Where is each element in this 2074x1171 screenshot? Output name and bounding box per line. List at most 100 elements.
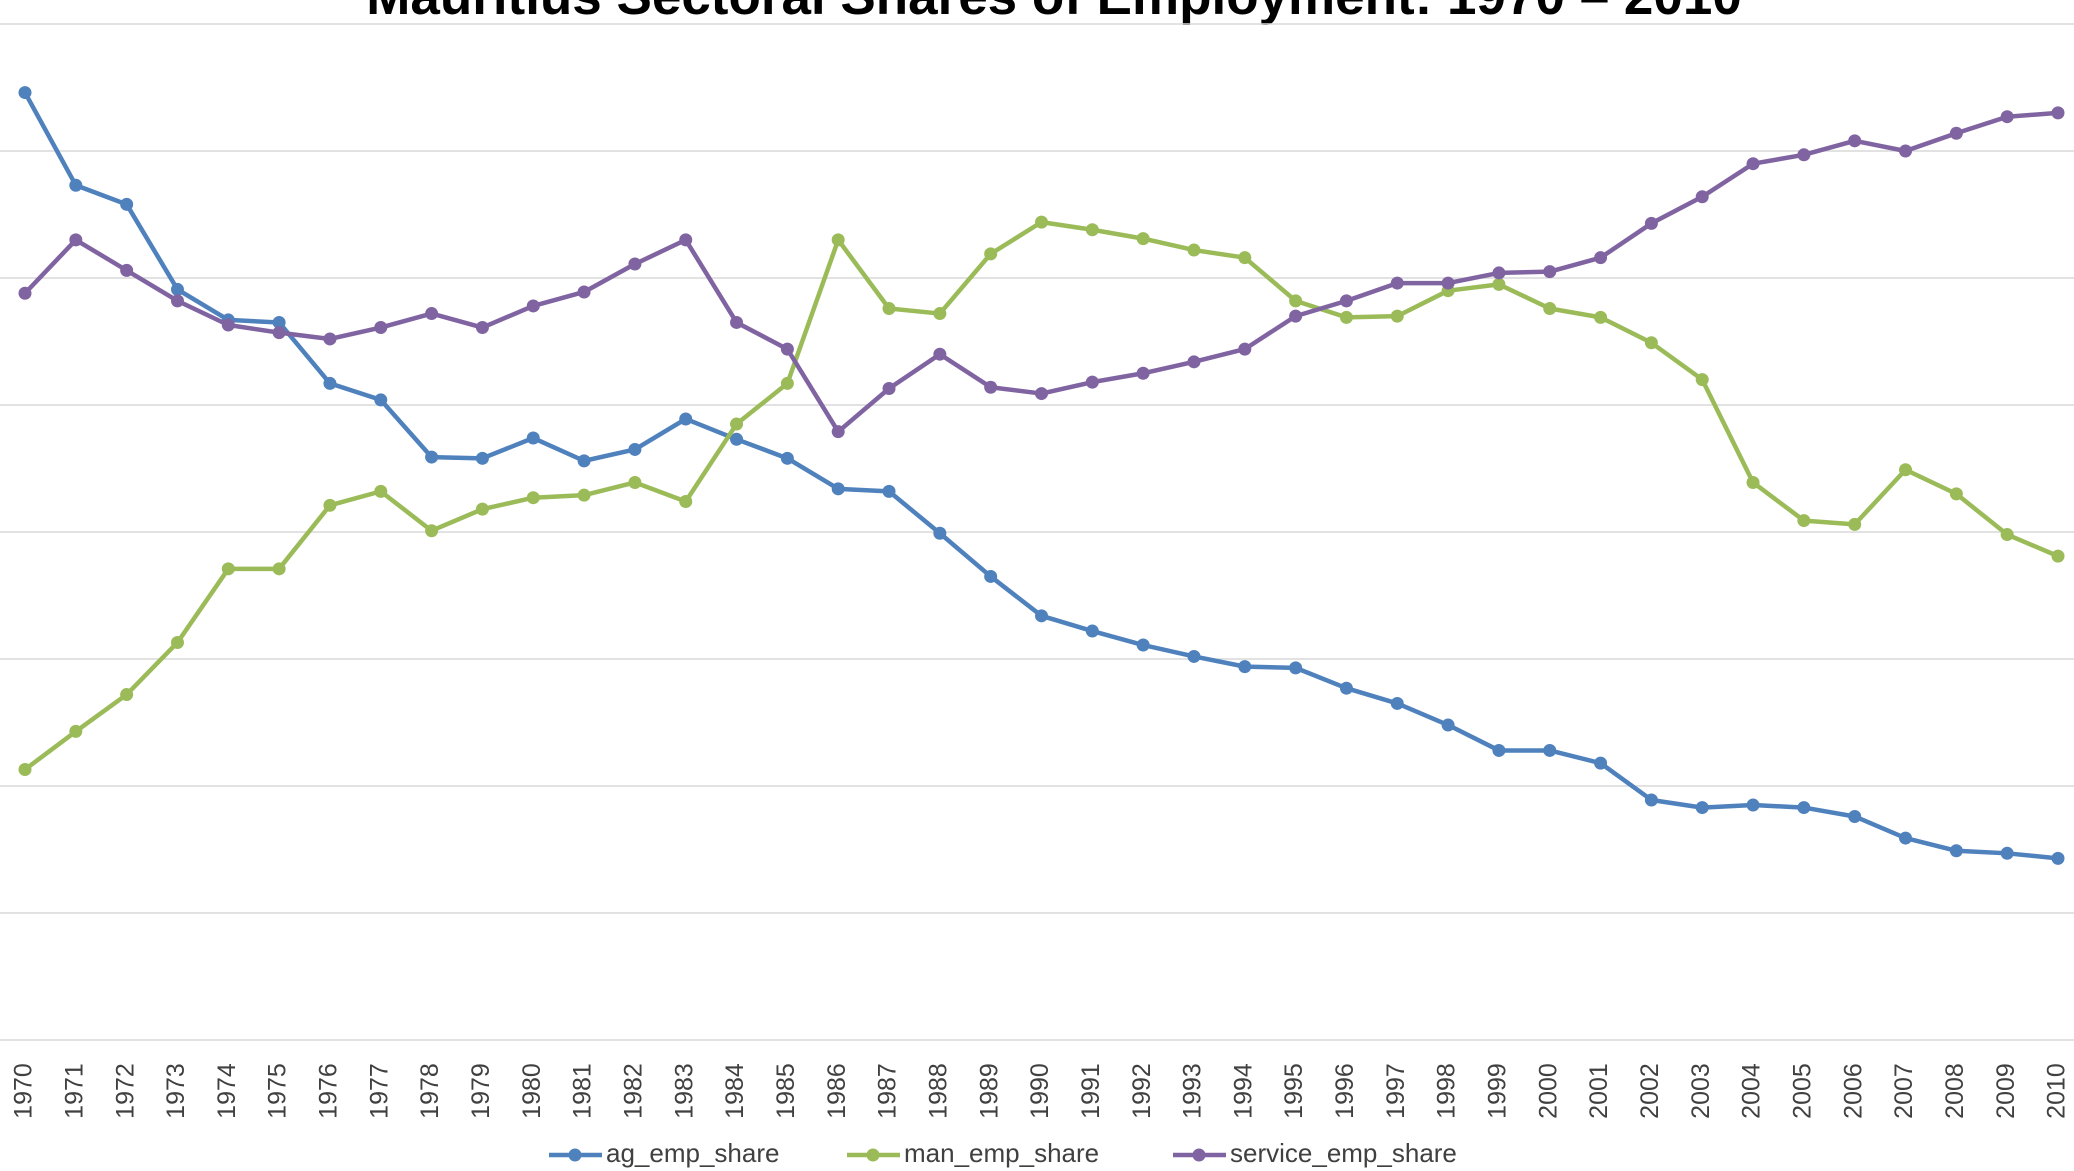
point bbox=[1594, 311, 1607, 324]
point bbox=[781, 343, 794, 356]
point bbox=[832, 425, 845, 438]
legend-marker bbox=[1193, 1149, 1206, 1162]
x-tick-label: 1985 bbox=[772, 1063, 800, 1119]
point bbox=[730, 316, 743, 329]
point bbox=[2052, 852, 2065, 865]
point bbox=[781, 452, 794, 465]
point bbox=[1848, 518, 1861, 531]
x-tick-label: 1983 bbox=[670, 1063, 698, 1119]
point bbox=[476, 321, 489, 334]
point bbox=[1086, 376, 1099, 389]
point bbox=[2001, 110, 2014, 123]
point bbox=[120, 264, 133, 277]
point bbox=[374, 321, 387, 334]
point bbox=[578, 454, 591, 467]
x-tick-label: 1989 bbox=[975, 1063, 1003, 1119]
x-tick-label: 1970 bbox=[10, 1063, 38, 1119]
point bbox=[425, 524, 438, 537]
point bbox=[1797, 801, 1810, 814]
point bbox=[222, 318, 235, 331]
point bbox=[527, 299, 540, 312]
point bbox=[578, 285, 591, 298]
series-line bbox=[25, 93, 2058, 859]
point bbox=[1187, 650, 1200, 663]
point bbox=[1391, 310, 1404, 323]
point bbox=[1645, 793, 1658, 806]
point bbox=[19, 287, 32, 300]
x-tick-label: 2003 bbox=[1687, 1063, 1715, 1119]
x-tick-label: 1992 bbox=[1128, 1063, 1156, 1119]
x-tick-label: 1994 bbox=[1229, 1063, 1257, 1119]
point bbox=[2001, 847, 2014, 860]
point bbox=[527, 432, 540, 445]
legend-marker bbox=[569, 1149, 582, 1162]
point bbox=[1289, 310, 1302, 323]
point bbox=[628, 443, 641, 456]
point bbox=[1238, 660, 1251, 673]
x-tick-label: 1975 bbox=[264, 1063, 292, 1119]
point bbox=[2052, 106, 2065, 119]
point bbox=[2052, 550, 2065, 563]
point bbox=[1594, 757, 1607, 770]
point bbox=[120, 198, 133, 211]
point bbox=[883, 382, 896, 395]
point bbox=[832, 233, 845, 246]
point bbox=[883, 302, 896, 315]
x-tick-label: 1973 bbox=[162, 1063, 190, 1119]
point bbox=[1696, 190, 1709, 203]
point bbox=[1848, 134, 1861, 147]
point bbox=[1391, 277, 1404, 290]
point bbox=[1899, 463, 1912, 476]
point bbox=[1747, 799, 1760, 812]
point bbox=[1391, 697, 1404, 710]
point bbox=[1696, 373, 1709, 386]
chart-title: Mauritius Sectoral Shares of Employment:… bbox=[366, 0, 1742, 26]
legend-label: man_emp_share bbox=[904, 1138, 1099, 1168]
x-tick-label: 1984 bbox=[721, 1063, 749, 1119]
point bbox=[323, 377, 336, 390]
legend-label: service_emp_share bbox=[1230, 1138, 1457, 1168]
point bbox=[1543, 265, 1556, 278]
point bbox=[1696, 801, 1709, 814]
x-tick-label: 2001 bbox=[1585, 1063, 1613, 1119]
point bbox=[1950, 844, 1963, 857]
point bbox=[1340, 682, 1353, 695]
x-tick-label: 1974 bbox=[213, 1063, 241, 1119]
x-tick-label: 1999 bbox=[1484, 1063, 1512, 1119]
point bbox=[1086, 223, 1099, 236]
point bbox=[69, 179, 82, 192]
x-tick-label: 2000 bbox=[1534, 1063, 1562, 1119]
legend-marker bbox=[867, 1149, 880, 1162]
point bbox=[19, 763, 32, 776]
point bbox=[476, 503, 489, 516]
point bbox=[1543, 744, 1556, 757]
legend-label: ag_emp_share bbox=[606, 1138, 779, 1168]
point bbox=[1340, 311, 1353, 324]
point bbox=[1035, 216, 1048, 229]
x-tick-label: 1993 bbox=[1179, 1063, 1207, 1119]
x-tick-label: 1981 bbox=[569, 1063, 597, 1119]
point bbox=[679, 495, 692, 508]
point bbox=[171, 283, 184, 296]
x-tick-label: 2006 bbox=[1839, 1063, 1867, 1119]
chart: Mauritius Sectoral Shares of Employment:… bbox=[0, 0, 2074, 1171]
point bbox=[19, 86, 32, 99]
point bbox=[1137, 232, 1150, 245]
point bbox=[323, 499, 336, 512]
point bbox=[1543, 302, 1556, 315]
point bbox=[374, 393, 387, 406]
point bbox=[1747, 157, 1760, 170]
point bbox=[1899, 145, 1912, 158]
x-tick-label: 1976 bbox=[315, 1063, 343, 1119]
x-tick-label: 1986 bbox=[823, 1063, 851, 1119]
point bbox=[1289, 294, 1302, 307]
x-tick-label: 2005 bbox=[1788, 1063, 1816, 1119]
page: Mauritius Sectoral Shares of Employment:… bbox=[0, 0, 2074, 1171]
point bbox=[933, 348, 946, 361]
point bbox=[1086, 625, 1099, 638]
point bbox=[527, 491, 540, 504]
point bbox=[1137, 367, 1150, 380]
x-tick-label: 1979 bbox=[467, 1063, 495, 1119]
point bbox=[171, 294, 184, 307]
point bbox=[1645, 217, 1658, 230]
